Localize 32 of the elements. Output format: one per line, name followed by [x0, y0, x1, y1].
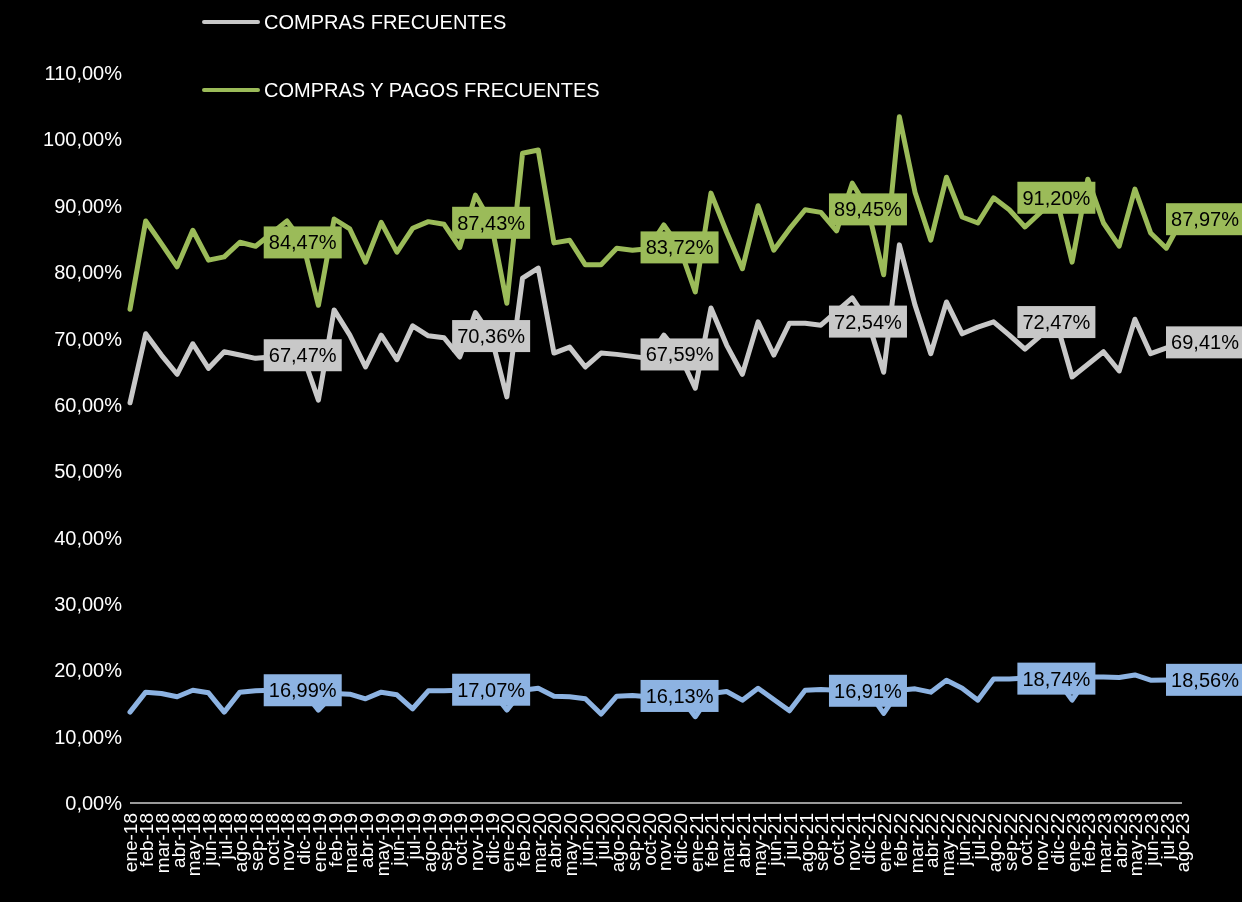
y-tick-label: 40,00% [54, 526, 123, 549]
y-tick-label: 0,00% [65, 792, 123, 815]
data-label: 67,47% [268, 344, 337, 367]
data-label: 72,54% [834, 310, 903, 333]
data-label: 69,41% [1171, 331, 1240, 354]
data-label: 16,91% [834, 679, 903, 702]
data-label: 83,72% [645, 236, 714, 259]
legend-label: COMPRAS Y PAGOS FRECUENTES [264, 78, 600, 102]
y-tick-label: 20,00% [54, 659, 123, 682]
data-label: 18,74% [1022, 667, 1091, 690]
y-tick-label: 50,00% [54, 460, 123, 483]
y-tick-label: 60,00% [54, 393, 123, 416]
data-label: 89,45% [834, 198, 903, 221]
data-label: 91,20% [1022, 186, 1091, 209]
y-tick-label: 70,00% [54, 327, 123, 350]
y-tick-label: 80,00% [54, 261, 123, 284]
data-label: 16,99% [268, 679, 337, 702]
y-tick-label: 90,00% [54, 194, 123, 217]
data-label: 17,07% [457, 678, 526, 701]
data-label: 87,97% [1171, 208, 1240, 231]
legend-label: COMPRAS FRECUENTES [264, 10, 507, 34]
y-tick-label: 10,00% [54, 725, 123, 748]
data-label: 67,59% [645, 343, 714, 366]
data-label: 70,36% [457, 325, 526, 348]
y-tick-label: 30,00% [54, 593, 123, 616]
data-label: 18,56% [1171, 668, 1240, 691]
y-tick-label: 100,00% [43, 128, 123, 151]
data-label: 84,47% [268, 231, 337, 254]
data-label: 87,43% [457, 211, 526, 234]
y-tick-label: 110,00% [44, 62, 123, 85]
data-label: 16,13% [645, 684, 714, 707]
data-label: 72,47% [1022, 311, 1091, 334]
